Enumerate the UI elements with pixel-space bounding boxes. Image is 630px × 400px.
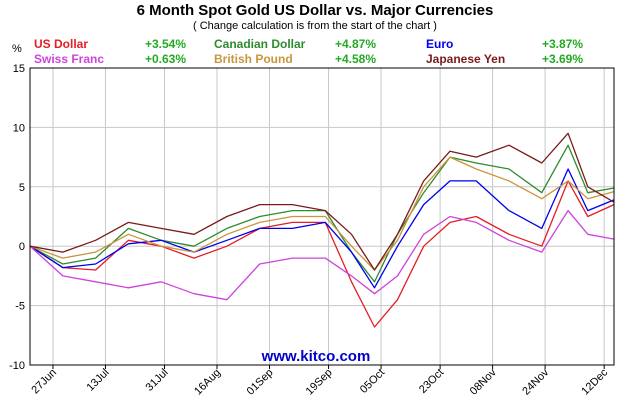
x-tick-label: 05Oct	[358, 367, 387, 396]
legend-series-change: +4.87%	[335, 37, 376, 51]
legend-series-change: +3.69%	[542, 52, 583, 66]
legend-series-name: Swiss Franc	[34, 52, 104, 66]
y-tick-label: -10	[9, 360, 25, 372]
series-lines	[29, 132, 615, 328]
y-tick-label: -5	[15, 301, 25, 313]
legend-series-name: Japanese Yen	[426, 52, 505, 66]
series-line-japanese-yen	[29, 132, 615, 271]
x-tick-label: 01Sep	[245, 367, 276, 398]
series-line-euro	[29, 168, 615, 289]
x-tick-label: 24Nov	[520, 366, 551, 397]
x-tick-label: 27Jun	[29, 367, 59, 397]
x-axis-ticks: 27Jun 13Jul 31Jul 16Aug 01Sep 19Sep 05Oct 23Oct…	[29, 366, 610, 397]
y-tick-label: 5	[19, 182, 25, 194]
legend-series-name: British Pound	[214, 52, 293, 66]
legend-series-change: +0.63%	[145, 52, 186, 66]
x-tick-label: 08Nov	[468, 366, 499, 397]
legend: US Dollar +3.54% Canadian Dollar +4.87% Euro…	[34, 37, 583, 66]
series-line-british-pound	[29, 156, 615, 271]
series-line-swiss-franc	[29, 209, 615, 301]
x-tick-label: 23Oct	[417, 367, 446, 396]
watermark: www.kitco.com	[261, 348, 371, 365]
x-tick-label: 19Sep	[304, 367, 335, 398]
chart-title: 6 Month Spot Gold US Dollar vs. Major Cu…	[137, 2, 494, 19]
y-tick-label: 10	[13, 122, 25, 134]
x-tick-label: 12Dec	[579, 366, 610, 397]
x-tick-label: 13Jul	[85, 367, 112, 394]
y-tick-label: 15	[13, 63, 25, 75]
legend-series-name: US Dollar	[34, 37, 88, 51]
y-tick-label: 0	[19, 241, 25, 253]
x-tick-label: 31Jul	[144, 367, 171, 394]
chart-subtitle: ( Change calculation is from the start o…	[193, 20, 437, 32]
legend-series-change: +3.54%	[145, 37, 186, 51]
legend-series-name: Canadian Dollar	[214, 37, 306, 51]
y-axis-unit: %	[12, 43, 22, 55]
x-tick-label: 16Aug	[192, 367, 223, 398]
plot-border	[29, 67, 615, 366]
legend-series-name: Euro	[426, 37, 453, 51]
y-axis-ticks: 15 10 5 0 -5 -10	[9, 63, 25, 372]
legend-series-change: +4.58%	[335, 52, 376, 66]
legend-series-change: +3.87%	[542, 37, 583, 51]
